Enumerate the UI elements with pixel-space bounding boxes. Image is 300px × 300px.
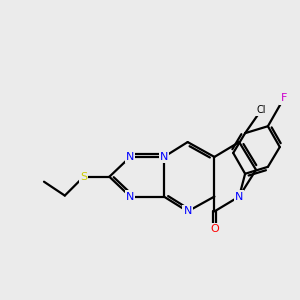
Text: S: S [80, 172, 87, 182]
Text: N: N [184, 206, 192, 216]
Text: N: N [235, 192, 243, 202]
Text: O: O [210, 224, 219, 234]
Text: N: N [126, 152, 134, 162]
Text: Cl: Cl [256, 105, 266, 116]
Text: N: N [126, 192, 134, 202]
Text: N: N [160, 152, 168, 162]
Text: F: F [280, 94, 287, 103]
